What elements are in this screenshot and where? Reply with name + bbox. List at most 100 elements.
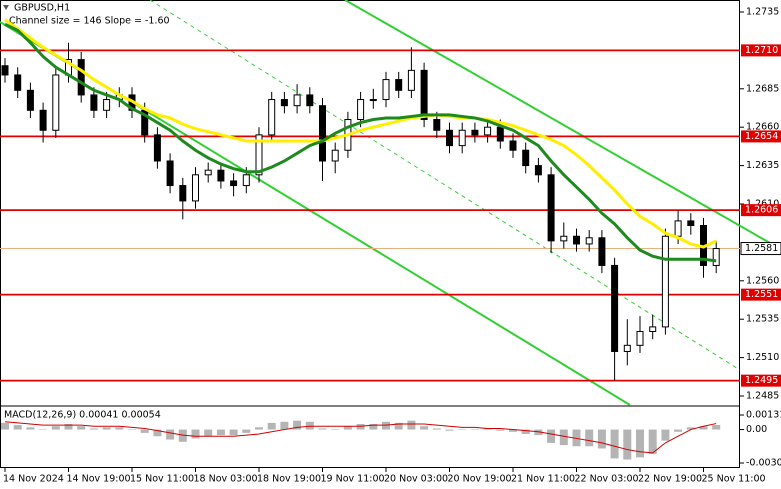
y-tick-label: 1.2485 bbox=[746, 391, 779, 402]
candle-body bbox=[534, 165, 542, 176]
candle-body bbox=[433, 119, 441, 131]
moving-average bbox=[4, 18, 717, 249]
level-label: 1.2495 bbox=[745, 375, 778, 386]
macd-bar bbox=[318, 428, 327, 430]
x-tick-label: 19 Nov 11:00 bbox=[321, 474, 385, 485]
macd-bar bbox=[153, 429, 162, 437]
macd-bar bbox=[610, 429, 619, 459]
candle-body bbox=[166, 160, 174, 187]
macd-bar bbox=[483, 428, 492, 430]
candle-body bbox=[293, 94, 301, 107]
channel-upper bbox=[344, 0, 771, 244]
level-label: 1.2606 bbox=[745, 205, 778, 216]
macd-bar bbox=[382, 421, 390, 430]
y-tick-label: 1.2560 bbox=[746, 275, 779, 286]
level-label: 1.2710 bbox=[745, 45, 778, 56]
candle-body bbox=[446, 129, 453, 147]
level-label: 1.2654 bbox=[745, 131, 778, 142]
x-tick-label: 18 Nov 19:00 bbox=[257, 474, 321, 485]
chart-subtitle: Channel size = 146 Slope = -1.60 bbox=[9, 16, 170, 27]
candle-body bbox=[306, 94, 314, 107]
candle-body bbox=[230, 180, 238, 187]
candle-body bbox=[153, 134, 161, 162]
macd-bar bbox=[1, 422, 9, 430]
macd-bar bbox=[559, 429, 568, 446]
plot-frame bbox=[0, 0, 740, 468]
candle-body bbox=[661, 235, 669, 328]
macd-bar bbox=[699, 426, 708, 430]
y-tick-label: 1.2535 bbox=[746, 314, 779, 325]
macd-bar bbox=[470, 429, 479, 431]
macd-bar bbox=[64, 424, 73, 430]
candle-body bbox=[560, 235, 568, 242]
macd-bar bbox=[661, 429, 670, 441]
candle-body bbox=[484, 126, 492, 136]
candle-body bbox=[255, 134, 263, 176]
level-label-box bbox=[741, 130, 781, 143]
candle-body bbox=[573, 235, 580, 245]
macd-bar bbox=[89, 428, 98, 430]
candle-body bbox=[458, 129, 466, 147]
last-price-label: 1.2581 bbox=[745, 243, 778, 254]
macd-bar bbox=[216, 429, 225, 436]
y-tick-label: 1.2635 bbox=[746, 160, 779, 171]
candle-body bbox=[26, 89, 34, 111]
macd-bar bbox=[648, 429, 657, 454]
candle-body bbox=[357, 99, 365, 121]
candle-body bbox=[598, 237, 606, 266]
y-tick-label: 1.2610 bbox=[746, 198, 779, 209]
macd-bar bbox=[267, 422, 276, 430]
macd-bar bbox=[331, 429, 340, 431]
macd-bar bbox=[140, 429, 149, 433]
x-tick-label: 22 Nov 03:00 bbox=[575, 474, 639, 485]
candle-body bbox=[1, 65, 9, 76]
macd-bar bbox=[51, 426, 60, 430]
candle-body bbox=[217, 169, 225, 182]
macd-tick-label: 0.00 bbox=[746, 424, 767, 435]
candle-body bbox=[77, 59, 85, 96]
candle-body bbox=[471, 129, 479, 136]
macd-bar bbox=[191, 429, 200, 439]
candle-body bbox=[585, 237, 593, 245]
y-tick-label: 1.2660 bbox=[746, 122, 779, 133]
macd-bar bbox=[458, 429, 467, 431]
macd-bar bbox=[39, 429, 48, 431]
candle-body bbox=[420, 69, 428, 121]
macd-bar bbox=[407, 420, 416, 430]
macd-bar bbox=[686, 427, 695, 430]
candle-body bbox=[90, 94, 98, 111]
candle-body bbox=[611, 264, 619, 352]
macd-tick-label: 0.00131 bbox=[746, 410, 781, 421]
macd-bar bbox=[343, 426, 352, 430]
last-price-box bbox=[740, 242, 781, 256]
macd-bar bbox=[432, 428, 441, 430]
candle-body bbox=[52, 74, 60, 131]
x-tick-label: 20 Nov 03:00 bbox=[384, 474, 448, 485]
candle-body bbox=[509, 140, 517, 151]
macd-bar bbox=[623, 429, 632, 460]
candle-body bbox=[496, 126, 504, 142]
x-tick-label: 25 Nov 11:00 bbox=[702, 474, 766, 485]
candle-body bbox=[179, 185, 187, 202]
macd-bar bbox=[128, 429, 136, 431]
y-tick-label: 1.2685 bbox=[746, 83, 779, 94]
macd-bar bbox=[115, 427, 124, 430]
macd-bar bbox=[229, 429, 238, 436]
level-label-box bbox=[741, 204, 781, 217]
macd-bar bbox=[674, 429, 683, 432]
y-tick-label: 1.2510 bbox=[746, 352, 779, 363]
macd-bar bbox=[166, 429, 175, 440]
candle-body bbox=[712, 248, 720, 266]
macd-bar bbox=[572, 429, 581, 447]
candle-body bbox=[407, 69, 415, 91]
candle-body bbox=[395, 79, 403, 91]
level-label: 1.2551 bbox=[745, 289, 778, 300]
macd-bar bbox=[293, 420, 302, 430]
macd-bar bbox=[547, 429, 556, 443]
x-tick-label: 14 Nov 2024 bbox=[3, 474, 64, 485]
candle-body bbox=[14, 74, 22, 91]
x-tick-label: 18 Nov 03:00 bbox=[194, 474, 258, 485]
x-tick-label: 15 Nov 11:00 bbox=[130, 474, 194, 485]
candle-body bbox=[623, 344, 631, 352]
